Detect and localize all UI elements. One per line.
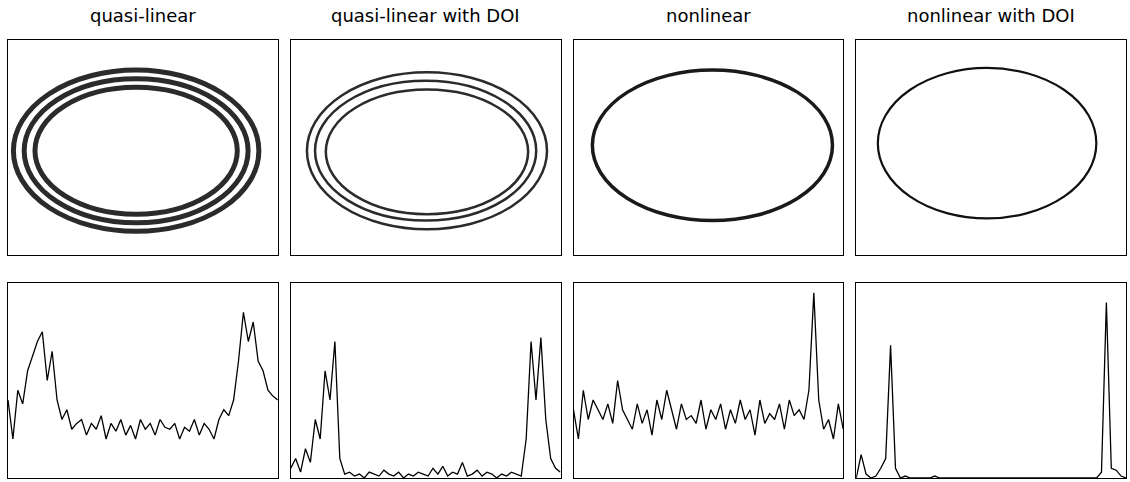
svg-text:quasi-linear with DOI: quasi-linear with DOI <box>331 5 520 26</box>
svg-text:nonlinear with DOI: nonlinear with DOI <box>907 5 1075 26</box>
svg-text:nonlinear: nonlinear <box>666 5 751 26</box>
svg-text:quasi-linear: quasi-linear <box>90 5 196 26</box>
